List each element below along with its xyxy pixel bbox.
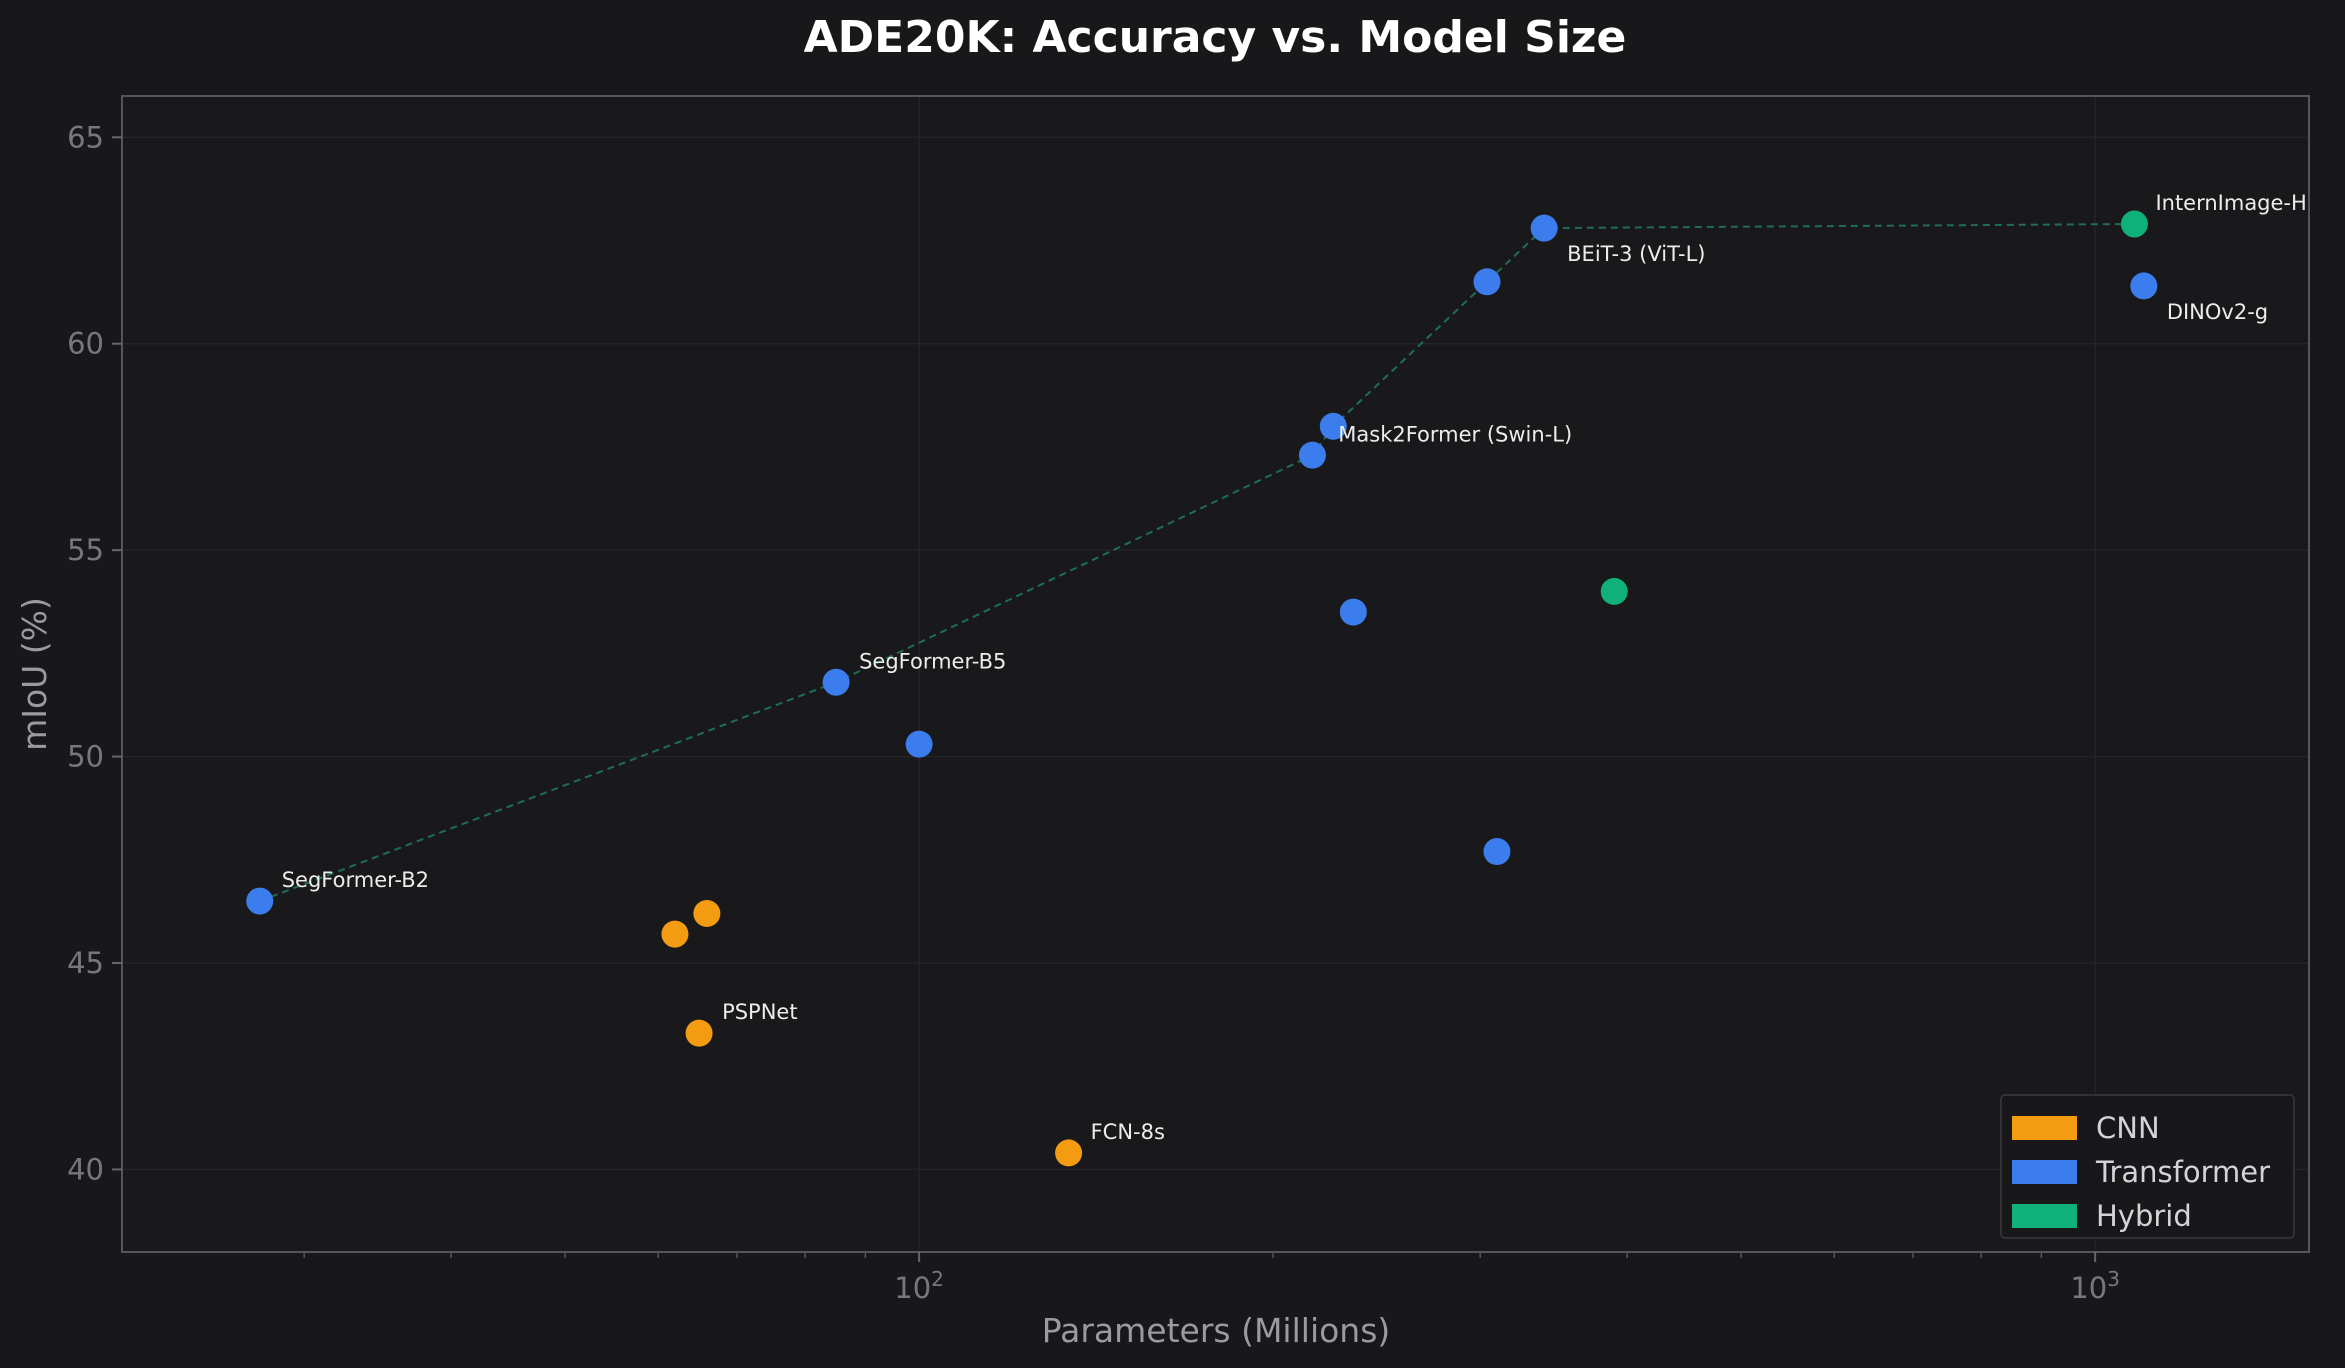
y-tick-label: 55: [67, 533, 104, 567]
point-label: InternImage-H: [2155, 191, 2306, 215]
data-point-cnn: [693, 899, 721, 927]
x-axis-label: Parameters (Millions): [1042, 1311, 1391, 1350]
legend-swatch-cnn: [2012, 1116, 2077, 1140]
point-label: BEiT-3 (ViT-L): [1567, 242, 1705, 266]
data-point-transformer: [1339, 598, 1367, 626]
y-axis-label: mIoU (%): [15, 597, 54, 751]
data-point-transformer: [822, 668, 850, 696]
y-tick-label: 60: [67, 327, 104, 361]
point-label: FCN-8s: [1091, 1120, 1165, 1144]
x-tick-label: 103: [2070, 1267, 2120, 1305]
legend-label: CNN: [2096, 1111, 2160, 1145]
point-label: DINOv2-g: [2167, 300, 2268, 324]
x-tick-label: 102: [894, 1267, 944, 1305]
data-point-transformer: [1483, 838, 1511, 866]
y-tick-label: 40: [67, 1152, 104, 1186]
data-point-transformer: [905, 730, 933, 758]
data-point-cnn: [661, 920, 689, 948]
y-tick-label: 50: [67, 740, 104, 774]
data-point-transformer: [1530, 214, 1558, 242]
plot-frame: [121, 95, 2310, 1253]
plot-area: [122, 96, 2309, 1252]
data-point-transformer: [246, 887, 274, 915]
data-point-transformer: [2130, 272, 2158, 300]
legend-label: Transformer: [2095, 1155, 2270, 1189]
data-point-cnn: [1055, 1139, 1083, 1167]
point-label: PSPNet: [722, 1000, 798, 1024]
data-point-cnn: [685, 1019, 713, 1047]
legend: CNN Transformer Hybrid: [2000, 1094, 2295, 1239]
data-point-transformer: [1319, 412, 1347, 440]
point-label: SegFormer-B2: [282, 868, 429, 892]
data-point-hybrid: [1600, 577, 1628, 605]
point-label: Mask2Former (Swin-L): [1338, 422, 1572, 446]
y-tick-label: 45: [67, 946, 104, 980]
chart-title: ADE20K: Accuracy vs. Model Size: [804, 12, 1627, 63]
legend-swatch-transformer: [2012, 1160, 2077, 1184]
legend-swatch-hybrid: [2012, 1204, 2077, 1228]
data-point-transformer: [1473, 268, 1501, 296]
legend-label: Hybrid: [2096, 1199, 2192, 1233]
point-label: SegFormer-B5: [859, 649, 1006, 673]
y-tick-label: 65: [67, 120, 104, 154]
data-point-transformer: [1298, 441, 1326, 469]
data-point-hybrid: [2120, 210, 2148, 238]
